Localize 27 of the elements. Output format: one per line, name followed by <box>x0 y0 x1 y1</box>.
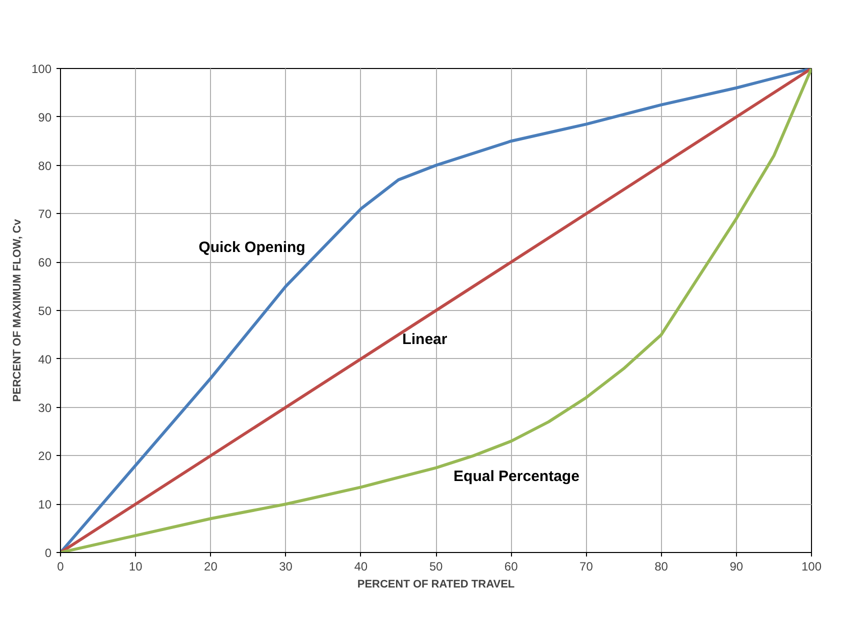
annotation: Quick Opening <box>198 239 306 256</box>
y-tick-label: 20 <box>38 449 52 464</box>
y-tick-label: 10 <box>38 498 52 512</box>
annotation: Equal Percentage <box>454 468 580 486</box>
x-tick-label: 20 <box>204 560 218 574</box>
y-tick-label: 30 <box>38 400 52 415</box>
x-tick-label: 90 <box>730 560 744 574</box>
x-axis-title: PERCENT OF RATED TRAVEL <box>357 578 515 590</box>
x-tick-label: 40 <box>354 560 368 574</box>
y-tick-label: 60 <box>38 256 52 270</box>
x-tick-label: 50 <box>429 560 443 574</box>
x-tick-label: 30 <box>279 560 293 574</box>
y-tick-label: 90 <box>38 110 52 124</box>
x-tick-label: 10 <box>128 560 143 574</box>
x-tick-label: 60 <box>504 560 518 574</box>
x-tick-label: 100 <box>801 560 822 574</box>
y-tick-label: 100 <box>31 62 52 76</box>
x-tick-label: 80 <box>654 560 668 574</box>
y-tick-label: 0 <box>44 546 52 560</box>
x-tick-label: 0 <box>57 560 64 574</box>
y-tick-label: 40 <box>38 352 52 366</box>
y-axis-title: PERCENT OF MAXIMUM FLOW, Cv <box>11 218 24 402</box>
y-tick-label: 70 <box>38 207 52 222</box>
y-tick-label: 50 <box>38 304 52 318</box>
x-tick-label: 70 <box>580 560 594 574</box>
y-tick-label: 80 <box>38 158 52 173</box>
annotation: Linear <box>402 331 448 348</box>
